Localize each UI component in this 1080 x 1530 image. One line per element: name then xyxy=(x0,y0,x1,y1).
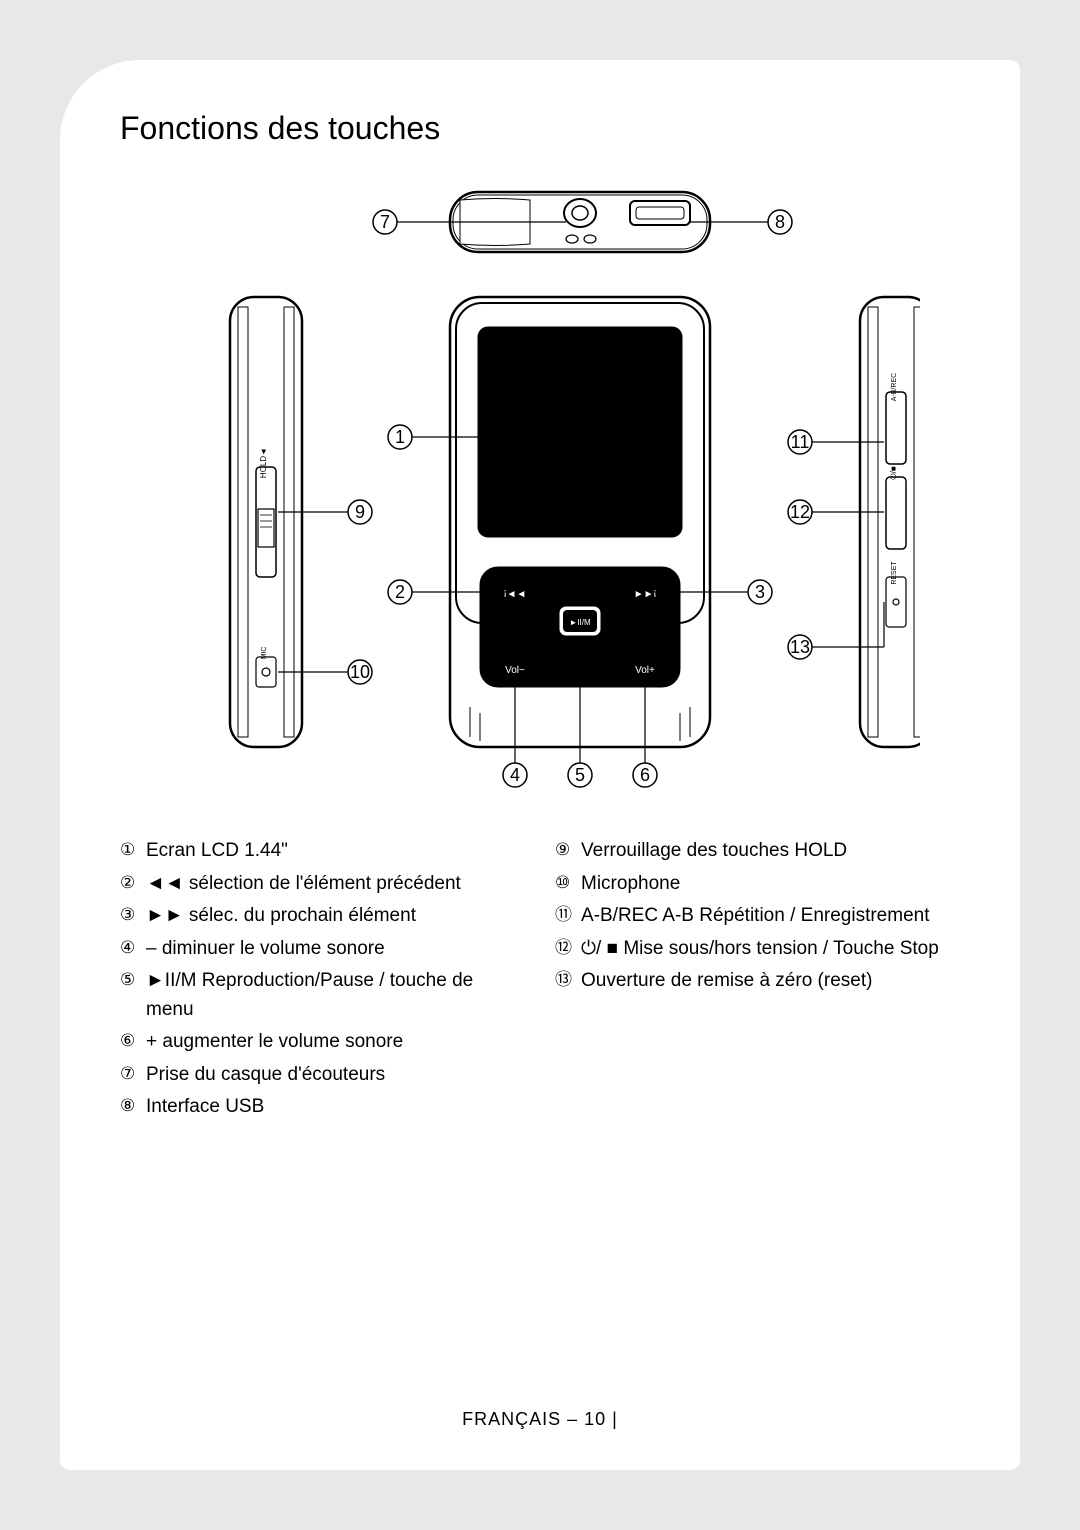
legend: ①Ecran LCD 1.44" ②◄◄ sélection de l'élém… xyxy=(120,837,960,1126)
legend-col-right: ⑨Verrouillage des touches HOLD ⑩Micropho… xyxy=(555,837,960,1126)
page-footer: FRANÇAIS – 10 | xyxy=(120,1409,960,1430)
legend-num: ⑨ xyxy=(555,837,581,863)
legend-item: ⑪A-B/REC A-B Répétition / Enregistrement xyxy=(555,902,960,931)
legend-text: ►► sélec. du prochain élément xyxy=(146,902,525,931)
mic-label: MIC xyxy=(261,647,268,660)
legend-text: Interface USB xyxy=(146,1093,525,1122)
svg-text:13: 13 xyxy=(790,637,810,657)
legend-item: ⑬Ouverture de remise à zéro (reset) xyxy=(555,967,960,996)
abrec-label: A-B/REC xyxy=(891,373,898,401)
svg-text:9: 9 xyxy=(355,502,365,522)
power-label: ⏻/■ xyxy=(889,466,898,480)
legend-text: Ouverture de remise à zéro (reset) xyxy=(581,967,960,996)
legend-text: Ecran LCD 1.44" xyxy=(146,837,525,866)
svg-text:4: 4 xyxy=(510,765,520,785)
volplus-label: Vol+ xyxy=(635,665,655,676)
legend-num: ⑪ xyxy=(555,902,581,928)
legend-item: ⑫⏻/ ■ Mise sous/hors tension / Touche St… xyxy=(555,935,960,964)
next-icon: ►►I xyxy=(634,589,657,600)
legend-item: ⑦Prise du casque d'écouteurs xyxy=(120,1061,525,1090)
svg-text:7: 7 xyxy=(380,212,390,232)
legend-item: ⑨Verrouillage des touches HOLD xyxy=(555,837,960,866)
legend-num: ④ xyxy=(120,935,146,961)
legend-item: ⑧Interface USB xyxy=(120,1093,525,1122)
legend-num: ⑤ xyxy=(120,967,146,993)
svg-text:6: 6 xyxy=(640,765,650,785)
svg-text:11: 11 xyxy=(791,432,810,452)
svg-text:12: 12 xyxy=(790,502,810,522)
legend-item: ⑤►II/M Reproduction/Pause / touche de me… xyxy=(120,967,525,1024)
legend-num: ⑩ xyxy=(555,870,581,896)
legend-col-left: ①Ecran LCD 1.44" ②◄◄ sélection de l'élém… xyxy=(120,837,525,1126)
legend-num: ② xyxy=(120,870,146,896)
legend-num: ① xyxy=(120,837,146,863)
legend-text: ◄◄ sélection de l'élément précédent xyxy=(146,870,525,899)
legend-item: ②◄◄ sélection de l'élément précédent xyxy=(120,870,525,899)
legend-num: ③ xyxy=(120,902,146,928)
svg-text:8: 8 xyxy=(775,212,785,232)
diagram-svg: HOLD◄ MIC A-B/REC ⏻/■ RESET xyxy=(160,177,920,797)
legend-text: Prise du casque d'écouteurs xyxy=(146,1061,525,1090)
legend-item: ⑩Microphone xyxy=(555,870,960,899)
hold-label: HOLD◄ xyxy=(259,448,268,478)
manual-page: Fonctions des touches xyxy=(60,60,1020,1470)
legend-text: Verrouillage des touches HOLD xyxy=(581,837,960,866)
legend-num: ⑬ xyxy=(555,967,581,993)
legend-item: ①Ecran LCD 1.44" xyxy=(120,837,525,866)
svg-text:3: 3 xyxy=(755,582,765,602)
legend-text: Microphone xyxy=(581,870,960,899)
legend-text: – diminuer le volume sonore xyxy=(146,935,525,964)
legend-num: ⑦ xyxy=(120,1061,146,1087)
device-diagram: HOLD◄ MIC A-B/REC ⏻/■ RESET xyxy=(120,177,960,797)
svg-text:1: 1 xyxy=(395,427,405,447)
legend-text: A-B/REC A-B Répétition / Enregistrement xyxy=(581,902,960,931)
reset-label: RESET xyxy=(891,561,898,585)
legend-item: ⑥+ augmenter le volume sonore xyxy=(120,1028,525,1057)
left-side-view: HOLD◄ MIC xyxy=(230,297,302,747)
right-side-view: A-B/REC ⏻/■ RESET xyxy=(860,297,920,747)
legend-text: ►II/M Reproduction/Pause / touche de men… xyxy=(146,967,525,1024)
page-title: Fonctions des touches xyxy=(120,110,960,147)
legend-num: ⑧ xyxy=(120,1093,146,1119)
legend-num: ⑫ xyxy=(555,935,581,961)
play-icon: ►II/M xyxy=(569,618,591,627)
legend-item: ③►► sélec. du prochain élément xyxy=(120,902,525,931)
svg-text:5: 5 xyxy=(575,765,585,785)
svg-text:2: 2 xyxy=(395,582,405,602)
legend-text: + augmenter le volume sonore xyxy=(146,1028,525,1057)
legend-num: ⑥ xyxy=(120,1028,146,1054)
svg-text:10: 10 xyxy=(350,662,370,682)
legend-text: ⏻/ ■ Mise sous/hors tension / Touche Sto… xyxy=(581,935,960,964)
volminus-label: Vol− xyxy=(505,665,525,676)
legend-item: ④– diminuer le volume sonore xyxy=(120,935,525,964)
prev-icon: I◄◄ xyxy=(504,589,527,600)
